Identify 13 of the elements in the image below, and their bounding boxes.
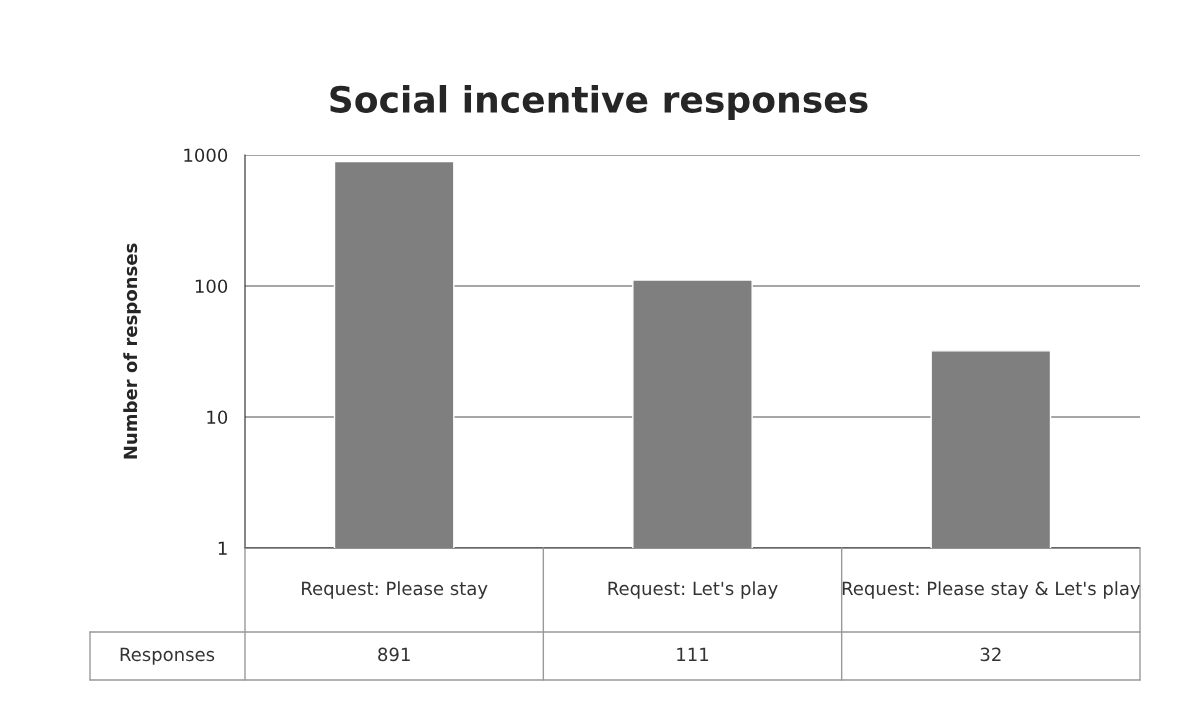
- text: Responses: [120, 647, 215, 665]
- chart-title: Social incentive responses: [330, 85, 868, 120]
- data-label: 891: [378, 647, 410, 662]
- y-axis-title: Number of responses: [123, 243, 141, 459]
- data-label: 111: [677, 647, 709, 661]
- y-tick-label: 10: [207, 410, 228, 425]
- x-tick-label: Request: Let's play: [608, 581, 778, 599]
- x-tick-label: Request: Please stay & Let's play: [842, 581, 1141, 599]
- y-tick-label: 100: [195, 279, 228, 294]
- y-tick-label: 1000: [184, 148, 228, 163]
- x-tick-label: Request: Please stay: [302, 581, 488, 599]
- data-label: 32: [980, 647, 1001, 662]
- y-tick-label: 1: [218, 541, 227, 555]
